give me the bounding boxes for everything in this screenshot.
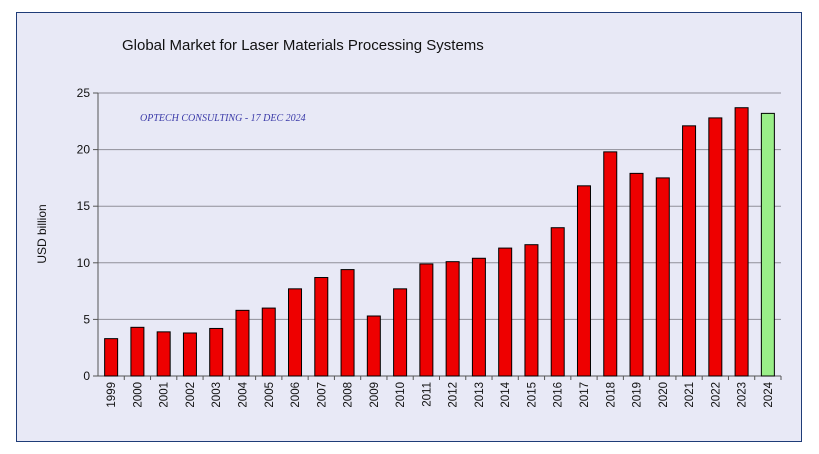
x-tick-label-1999: 1999 (106, 382, 118, 408)
x-tick-label-2002: 2002 (185, 382, 197, 408)
x-ticks: 1999 2000 2001 2002 2003 2004 2005 2006 2007 2008… (106, 376, 782, 408)
x-tick-label-2014: 2014 (500, 381, 512, 407)
axes (97, 93, 781, 377)
bar-2014 (498, 247, 513, 377)
source-annotation: OPTECH CONSULTING - 17 DEC 2024 (140, 113, 306, 124)
y-axis-label: USD billion (35, 204, 49, 263)
bar-2020 (655, 177, 670, 377)
bar-2005 (261, 307, 276, 377)
x-tick-label-2004: 2004 (237, 381, 249, 407)
x-tick-label-2009: 2009 (369, 382, 381, 408)
gridlines (98, 92, 781, 320)
y-ticks: 0 5 10 15 20 25 (77, 86, 98, 383)
y-tick-label: 5 (83, 312, 90, 326)
x-tick-label-2000: 2000 (132, 382, 144, 408)
x-tick-label-2007: 2007 (316, 382, 328, 408)
x-tick-label-2020: 2020 (658, 382, 670, 408)
x-tick-label-2023: 2023 (737, 382, 749, 408)
x-tick-label-2017: 2017 (579, 382, 591, 408)
bar-2002 (182, 332, 197, 377)
y-tick-label: 15 (77, 199, 91, 213)
bar-2024 (760, 112, 775, 377)
bar-2006 (288, 288, 303, 377)
x-tick-label-2018: 2018 (605, 382, 617, 408)
bar-2012 (445, 261, 460, 377)
bar-2000 (130, 326, 145, 377)
x-tick-label-2008: 2008 (343, 382, 355, 408)
bar-2004 (235, 309, 250, 377)
x-tick-label-2013: 2013 (474, 382, 486, 408)
bar-2015 (524, 244, 539, 377)
y-tick-label: 20 (77, 143, 91, 157)
bar-2017 (576, 185, 591, 377)
bar-2016 (550, 227, 565, 377)
x-tick-label-2010: 2010 (395, 382, 407, 408)
bar-1999 (104, 338, 119, 377)
bar-2007 (314, 277, 329, 377)
y-tick-label: 25 (77, 86, 91, 100)
x-tick-label-2016: 2016 (553, 382, 565, 408)
bar-2019 (629, 172, 644, 377)
bar-2013 (471, 257, 486, 377)
bar-2008 (340, 269, 355, 377)
bar-2018 (603, 151, 618, 377)
bar-2003 (209, 327, 224, 377)
x-tick-label-2012: 2012 (448, 382, 460, 408)
x-tick-label-2015: 2015 (526, 382, 538, 408)
x-tick-label-2006: 2006 (290, 382, 302, 408)
x-tick-label-2022: 2022 (710, 382, 722, 408)
x-tick-label-2021: 2021 (684, 382, 696, 408)
x-tick-label-2024: 2024 (763, 381, 775, 407)
bar-2023 (734, 107, 749, 377)
chart-title: Global Market for Laser Materials Proces… (122, 37, 484, 54)
bar-2021 (682, 125, 697, 377)
x-tick-label-2003: 2003 (211, 382, 223, 408)
bar-2009 (366, 315, 381, 377)
bar-2022 (708, 117, 723, 377)
y-tick-label: 0 (83, 369, 90, 383)
x-tick-label-2001: 2001 (159, 382, 171, 408)
bar-2001 (156, 331, 171, 377)
x-tick-label-2019: 2019 (632, 382, 644, 408)
bars (104, 107, 775, 377)
chart-frame (16, 12, 802, 442)
y-tick-label: 10 (77, 256, 91, 270)
x-tick-label-2011: 2011 (421, 382, 433, 407)
bar-2010 (393, 288, 408, 377)
bar-2011 (419, 263, 434, 377)
x-tick-label-2005: 2005 (264, 382, 276, 408)
